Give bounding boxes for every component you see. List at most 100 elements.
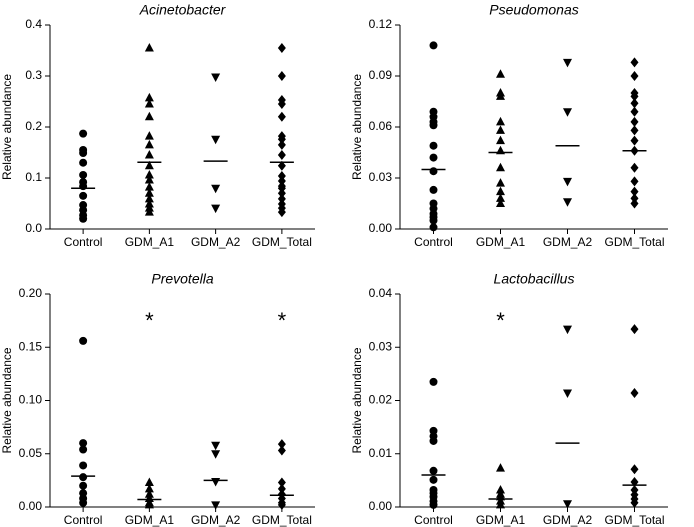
point [630,497,639,508]
point [79,182,88,191]
panel-title: Prevotella [151,271,213,287]
x-tick-label: Control [414,235,453,249]
y-axis-label: Relative abundance [0,347,14,453]
point [496,91,505,100]
point [496,484,505,494]
point [277,139,286,150]
x-tick-label: GDM_A2 [191,513,241,527]
point [144,188,154,197]
point [211,204,221,214]
point [79,191,88,200]
y-tick-label: 0.12 [369,17,393,31]
point [144,499,154,509]
point [277,42,286,53]
point [277,170,286,181]
significance-mark: * [496,308,505,333]
y-tick-label: 0.3 [25,68,42,82]
point [211,450,221,459]
point [496,135,505,145]
point [630,464,639,475]
y-tick-label: 0.4 [25,17,42,31]
point [496,198,505,207]
point [277,111,286,122]
point [630,324,639,335]
point [79,214,88,223]
point [277,71,286,81]
point [277,483,286,494]
point [144,175,154,184]
point [144,193,154,203]
point [630,388,639,399]
point [563,108,572,117]
point [79,336,88,345]
point [277,207,286,218]
point [144,99,154,108]
point [277,439,286,450]
x-tick-label: GDM_Total [604,513,664,527]
point [277,193,286,204]
point [211,441,221,451]
x-tick-label: GDM_A2 [191,235,241,249]
point [277,99,286,110]
point [79,481,88,490]
point [429,377,438,386]
point [144,207,154,216]
point [563,500,572,509]
point [144,42,154,52]
point [429,41,438,50]
point [79,498,88,507]
point [79,461,88,470]
point [144,182,154,191]
point [563,325,572,335]
point [630,193,639,204]
y-tick-label: 0.03 [369,339,393,353]
point [630,125,639,136]
point [429,153,438,162]
point [144,131,154,140]
point [144,139,154,149]
point [277,499,286,510]
significance-mark: * [145,308,154,333]
y-tick-label: 0.06 [369,119,393,133]
point [496,116,505,126]
point [277,183,286,194]
y-tick-label: 0.10 [19,393,43,407]
panel-title: Acinetobacter [139,2,227,18]
point [144,169,154,179]
y-tick-label: 0.05 [19,446,43,460]
point [496,186,505,196]
point [211,477,221,487]
point [630,198,639,209]
x-tick-label: GDM_A1 [125,235,175,249]
point [496,193,505,202]
point [630,176,639,187]
x-tick-label: GDM_A2 [543,513,593,527]
x-tick-label: GDM_Total [252,513,312,527]
point [144,477,154,487]
point [79,439,88,448]
y-axis-label: Relative abundance [350,74,364,180]
point [144,111,154,121]
point [429,223,438,232]
y-tick-label: 0.20 [19,286,43,300]
panel-title: Pseudomonas [489,2,579,18]
point [277,134,286,145]
point [79,170,88,179]
point [277,188,286,199]
point [79,158,88,167]
y-tick-label: 0.1 [25,170,42,184]
point [79,129,88,138]
y-tick-label: 0.02 [369,393,393,407]
y-tick-label: 0.0 [25,221,42,235]
point [429,141,438,150]
point [429,185,438,194]
x-tick-label: GDM_A1 [476,235,526,249]
point [630,91,639,102]
y-tick-label: 0.04 [369,286,393,300]
point [563,389,572,399]
point [429,475,438,484]
x-tick-label: GDM_Total [252,235,312,249]
significance-mark: * [278,308,287,333]
y-tick-label: 0.00 [19,499,43,513]
y-axis-label: Relative abundance [350,347,364,453]
